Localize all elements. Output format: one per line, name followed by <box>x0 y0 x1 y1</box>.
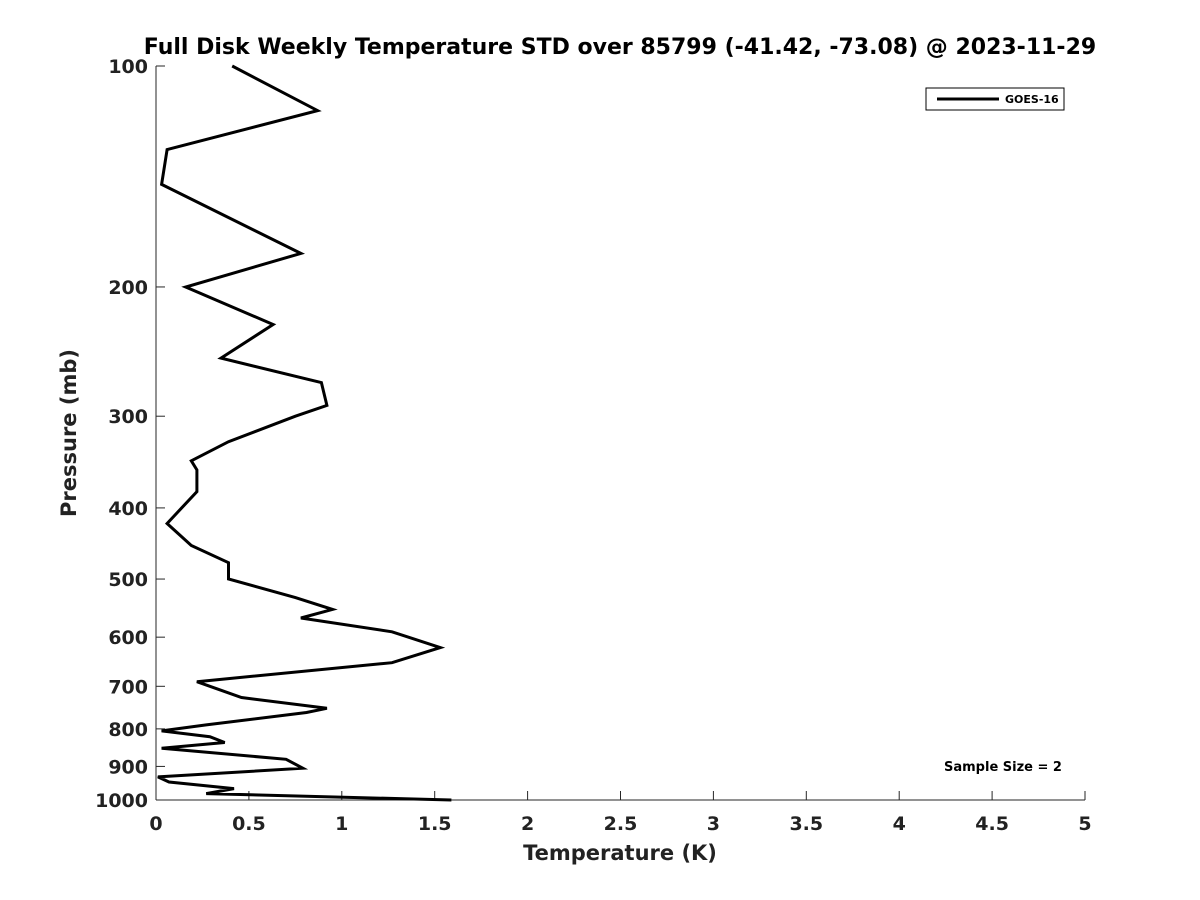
x-tick-label: 2.5 <box>604 813 638 835</box>
x-tick-label: 2 <box>521 813 534 835</box>
sample-size-note: Sample Size = 2 <box>944 760 1062 775</box>
x-tick-label: 1.5 <box>418 813 452 835</box>
y-tick-label: 700 <box>108 676 148 698</box>
plot-axes <box>155 66 1085 801</box>
x-tick-label: 1 <box>335 813 348 835</box>
y-axis-ticks: 100 200 300 400 500 600 700 800 900 1000 <box>95 56 165 812</box>
y-tick-label: 300 <box>108 406 148 428</box>
y-tick-label: 100 <box>108 56 148 78</box>
x-tick-label: 0.5 <box>232 813 266 835</box>
x-tick-label: 0 <box>149 813 162 835</box>
y-tick-label: 800 <box>108 719 148 741</box>
y-tick-label: 600 <box>108 627 148 649</box>
x-tick-label: 3 <box>707 813 720 835</box>
y-tick-label: 500 <box>108 569 148 591</box>
y-tick-label: 1000 <box>95 790 148 812</box>
x-axis-label: Temperature (K) <box>523 841 717 865</box>
legend-label-goes-16: GOES-16 <box>1005 93 1059 106</box>
chart-title: Full Disk Weekly Temperature STD over 85… <box>144 35 1096 60</box>
legend: GOES-16 <box>925 87 1065 111</box>
x-axis-ticks: 0 0.5 1 1.5 2 2.5 3 3.5 4 4.5 5 <box>149 791 1092 835</box>
x-tick-label: 3.5 <box>789 813 823 835</box>
y-tick-label: 200 <box>108 277 148 299</box>
x-tick-label: 5 <box>1078 813 1091 835</box>
y-tick-label: 900 <box>108 756 148 778</box>
x-tick-label: 4.5 <box>975 813 1009 835</box>
series-line-goes-16 <box>157 64 452 802</box>
x-tick-label: 4 <box>893 813 906 835</box>
y-axis-label: Pressure (mb) <box>57 349 81 517</box>
y-tick-label: 400 <box>108 498 148 520</box>
